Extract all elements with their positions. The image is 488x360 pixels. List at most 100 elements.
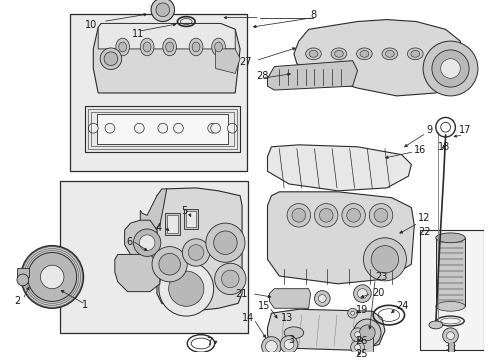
Polygon shape xyxy=(267,61,357,90)
Bar xyxy=(17,268,29,277)
Ellipse shape xyxy=(104,52,118,66)
Circle shape xyxy=(265,341,277,352)
Text: 7: 7 xyxy=(206,337,212,347)
Ellipse shape xyxy=(119,42,126,52)
Bar xyxy=(184,210,198,229)
Circle shape xyxy=(159,253,180,275)
Ellipse shape xyxy=(432,48,447,60)
Ellipse shape xyxy=(308,50,317,57)
Ellipse shape xyxy=(214,42,222,52)
Bar xyxy=(166,215,178,233)
Circle shape xyxy=(139,235,155,251)
Ellipse shape xyxy=(334,50,343,57)
Text: 20: 20 xyxy=(371,288,384,298)
Text: 14: 14 xyxy=(241,313,254,323)
Circle shape xyxy=(370,246,398,273)
Text: 6: 6 xyxy=(126,237,132,247)
Circle shape xyxy=(446,332,453,339)
Polygon shape xyxy=(215,49,240,73)
Circle shape xyxy=(314,291,329,306)
Circle shape xyxy=(151,0,174,22)
Bar xyxy=(88,109,237,149)
Circle shape xyxy=(188,245,203,260)
Circle shape xyxy=(363,238,406,281)
Circle shape xyxy=(210,123,220,133)
Ellipse shape xyxy=(435,233,464,243)
Bar xyxy=(91,112,234,146)
Ellipse shape xyxy=(189,38,203,56)
Text: 23: 23 xyxy=(374,272,386,282)
Text: 13: 13 xyxy=(281,313,293,323)
Ellipse shape xyxy=(385,50,393,57)
Ellipse shape xyxy=(163,38,176,56)
Text: 10: 10 xyxy=(85,19,97,30)
Polygon shape xyxy=(124,220,157,264)
Circle shape xyxy=(284,339,293,349)
Circle shape xyxy=(318,294,325,302)
Ellipse shape xyxy=(435,301,464,311)
Text: 8: 8 xyxy=(310,10,316,20)
Bar xyxy=(186,211,196,227)
Ellipse shape xyxy=(359,50,368,57)
Ellipse shape xyxy=(100,48,122,69)
Text: 15: 15 xyxy=(258,301,270,311)
Text: 17: 17 xyxy=(458,125,470,135)
Circle shape xyxy=(357,289,366,298)
Circle shape xyxy=(21,246,83,308)
Text: 27: 27 xyxy=(239,57,251,67)
Circle shape xyxy=(261,337,281,356)
Ellipse shape xyxy=(330,48,346,60)
Circle shape xyxy=(105,123,115,133)
Text: 4: 4 xyxy=(156,223,162,233)
Circle shape xyxy=(291,208,305,222)
Circle shape xyxy=(354,345,360,350)
Bar xyxy=(361,333,372,357)
Circle shape xyxy=(314,203,337,227)
Ellipse shape xyxy=(140,38,154,56)
Ellipse shape xyxy=(435,50,444,57)
Bar xyxy=(435,238,464,306)
Text: 24: 24 xyxy=(396,301,408,311)
Circle shape xyxy=(28,252,77,301)
Ellipse shape xyxy=(192,42,200,52)
Circle shape xyxy=(134,123,144,133)
Circle shape xyxy=(41,265,64,289)
Polygon shape xyxy=(140,189,166,235)
Polygon shape xyxy=(157,188,242,311)
Ellipse shape xyxy=(165,42,173,52)
Circle shape xyxy=(207,123,217,133)
Circle shape xyxy=(156,3,169,17)
Polygon shape xyxy=(267,145,410,191)
Text: 11: 11 xyxy=(132,30,144,39)
Text: 26: 26 xyxy=(355,336,367,346)
Circle shape xyxy=(319,208,332,222)
Ellipse shape xyxy=(143,42,151,52)
Circle shape xyxy=(373,208,387,222)
Bar xyxy=(70,14,246,171)
Circle shape xyxy=(347,308,357,318)
Circle shape xyxy=(440,59,459,78)
Ellipse shape xyxy=(407,48,422,60)
Circle shape xyxy=(152,247,187,282)
Text: 28: 28 xyxy=(255,71,267,81)
Text: 21: 21 xyxy=(235,289,247,299)
Circle shape xyxy=(17,274,29,286)
Text: 18: 18 xyxy=(437,142,449,152)
Text: 9: 9 xyxy=(425,125,431,135)
Circle shape xyxy=(350,341,364,354)
Ellipse shape xyxy=(284,327,303,339)
Circle shape xyxy=(159,261,213,316)
Text: 16: 16 xyxy=(413,145,426,155)
Circle shape xyxy=(353,319,380,346)
Circle shape xyxy=(182,239,209,266)
Circle shape xyxy=(205,223,244,262)
Polygon shape xyxy=(267,192,413,284)
Circle shape xyxy=(350,328,364,342)
Circle shape xyxy=(158,123,167,133)
Ellipse shape xyxy=(381,48,397,60)
Circle shape xyxy=(213,231,237,255)
Text: 1: 1 xyxy=(82,301,88,310)
Circle shape xyxy=(442,328,457,343)
Circle shape xyxy=(341,203,365,227)
Text: 3: 3 xyxy=(287,335,293,345)
